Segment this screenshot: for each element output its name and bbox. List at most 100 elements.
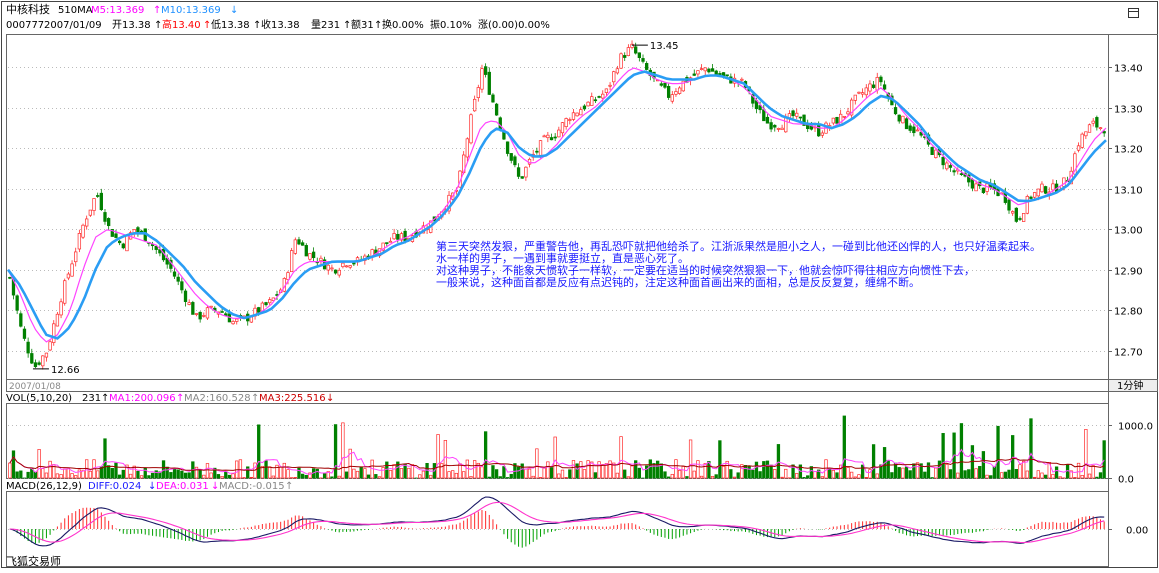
candle-body [865,88,868,95]
macd-label: MACD(26,12,9) [6,481,82,492]
volume-bar [1081,475,1084,478]
date-strip-date: 2007/01/08 [9,382,61,392]
candle-body [195,314,198,315]
volume-bar [89,471,92,478]
volume-bar [755,462,758,478]
m5-value: M5:13.369 [91,5,144,16]
candle-body [20,314,23,327]
candle-body [590,97,593,106]
candle-body [155,246,158,249]
volume-bar [997,426,1000,478]
volume-bar [894,463,897,478]
volume-bar [510,474,513,478]
candle-body [309,253,312,259]
volume-bar [437,434,440,478]
candle-body [836,117,839,123]
candle-body [470,115,473,143]
volume-bar [162,461,165,478]
volume-bar [528,469,531,478]
volume-bar [338,476,341,478]
candle-body [1033,193,1036,198]
candle-body [949,165,952,167]
volume-bar [550,468,553,478]
candle-body [96,195,99,196]
volume-bar [719,441,722,478]
candle-body [781,128,784,130]
candle-body [137,228,140,233]
volume-bar [356,471,359,478]
candle-body [700,69,703,70]
m10-arrow: ↓ [230,5,238,16]
volume-bar [583,470,586,478]
volume-bar [828,468,831,478]
volume-bar [803,477,806,478]
volume-bar [620,437,623,478]
candle-body [334,270,337,273]
candle-body [986,184,989,192]
candle-body [1030,197,1033,198]
window-restore-icon[interactable] [1129,9,1139,18]
volume-bar [872,445,875,478]
volume-bar [814,472,817,478]
candle-body [389,241,392,242]
candle-body [492,95,495,102]
volume-bar [927,463,930,478]
volume-bar [861,465,864,478]
candle-body [199,312,202,319]
candle-body [645,63,648,69]
volume-bar [1074,477,1077,478]
volume-bar [781,477,784,478]
candle-body [89,210,92,215]
volume-bar [228,475,231,478]
volume-bar [210,473,213,478]
candle-body [587,102,590,106]
candle-body [1092,121,1095,123]
volume-bar [16,472,19,478]
volume-bar [203,475,206,478]
candle-body [609,85,612,86]
candle-body [481,69,484,90]
candle-body [770,123,773,129]
volume-bar [722,466,725,478]
candle-body [982,188,985,193]
candle-body [660,84,663,86]
volume-bar [265,461,268,478]
volume-bar [667,477,670,478]
volume-bar [104,439,107,478]
macd-dea: DEA:0.031 [156,481,209,492]
candle-body [601,94,604,98]
candle-body [404,231,407,240]
candle-body [561,123,564,133]
volume-bar [331,477,334,478]
volume-bar [989,476,992,478]
candle-body [63,281,66,304]
volume-bar [56,474,59,478]
candle-body [854,95,857,100]
candle-body [722,73,725,76]
candle-body [543,136,546,137]
candle-body [235,319,238,321]
candle-body [572,113,575,120]
volume-bar [250,477,253,478]
volume-bar [565,477,568,478]
candle-body [45,353,48,357]
volume-bar [825,460,828,478]
candle-body [495,104,498,115]
candle-body [16,296,19,310]
period-selector[interactable]: 1分钟 [1117,379,1143,392]
amount-value: 额31 [351,18,374,31]
volume-bar [459,464,462,478]
volume-bar [503,467,506,478]
volume-bar [20,471,23,478]
candle-body [960,174,963,175]
candle-body [56,314,59,326]
candle-body [708,69,711,72]
volume-bar [902,468,905,478]
volume-bar [682,466,685,478]
volume-bar [115,463,118,478]
volume-bar [12,451,15,478]
volume-bar [9,463,12,478]
volume-bar [422,471,425,478]
volume-bar [378,477,381,478]
volume-bar [232,474,235,478]
